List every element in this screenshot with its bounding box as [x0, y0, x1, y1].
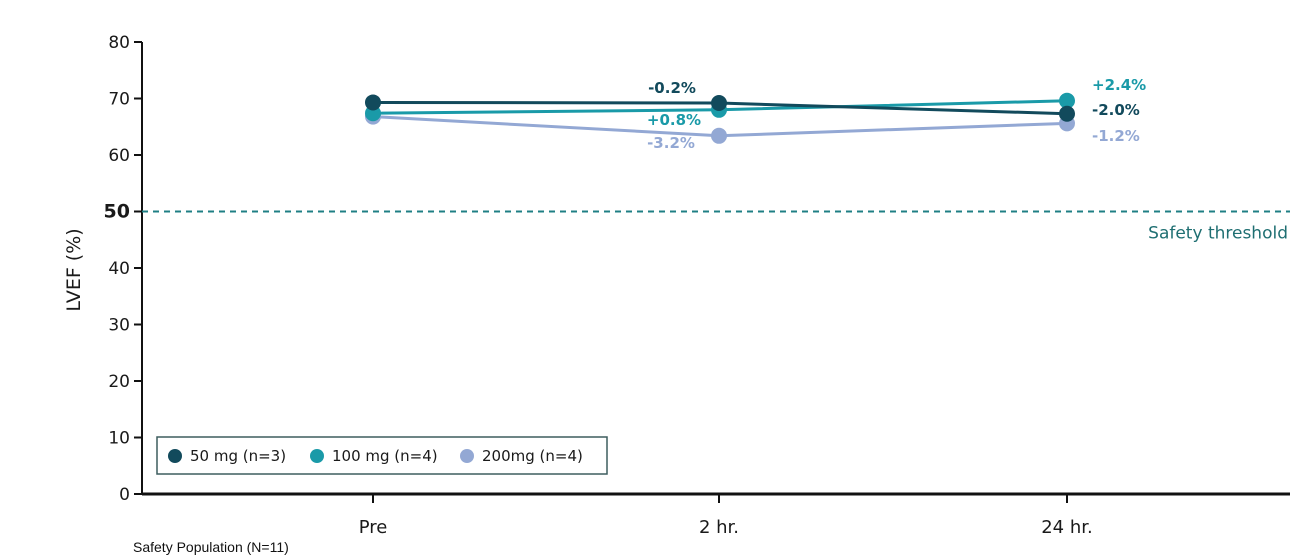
y-axis-label: LVEF (%) — [63, 228, 85, 311]
safety-threshold-label: Safety threshold — [1148, 224, 1288, 244]
legend-label-2: 200mg (n=4) — [482, 447, 583, 465]
y-tick-label: 10 — [108, 429, 130, 449]
y-tick-label: 20 — [108, 372, 130, 392]
y-tick-label: 40 — [108, 259, 130, 279]
legend-label-1: 100 mg (n=4) — [332, 447, 438, 465]
legend-swatch-0 — [168, 449, 182, 463]
legend-swatch-2 — [460, 449, 474, 463]
footnote: Safety Population (N=11) — [133, 539, 289, 555]
annotations-layer: -0.2% -2.0% +0.8% +2.4% -3.2% -1.2% — [647, 76, 1146, 152]
safety-threshold-line: Safety threshold — [142, 210, 1290, 244]
series-layer — [365, 92, 1075, 144]
legend-swatch-1 — [310, 449, 324, 463]
y-tick-label: 60 — [108, 146, 130, 166]
y-tick-label: 70 — [108, 90, 130, 110]
data-label-2-2: -1.2% — [1092, 127, 1140, 145]
data-point-2-1 — [711, 127, 727, 144]
y-tick-label: 80 — [108, 33, 130, 53]
x-tick-label: 24 hr. — [1041, 517, 1093, 538]
legend: 50 mg (n=3) 100 mg (n=4) 200mg (n=4) — [156, 436, 608, 475]
y-tick-label: 50 — [104, 201, 130, 223]
data-label-0-1: -0.2% — [648, 79, 696, 97]
x-tick-label: 2 hr. — [699, 517, 739, 538]
data-point-0-1 — [711, 95, 727, 112]
legend-label-0: 50 mg (n=3) — [190, 447, 286, 465]
legend-box — [156, 436, 608, 475]
data-label-1-2: +2.4% — [1092, 76, 1146, 94]
y-tick-label: 30 — [108, 316, 130, 336]
axes: 0 10 20 30 40 50 60 70 80 Pre 2 hr. 24 hr. LVEF (%) — [63, 33, 1290, 538]
data-label-2-1: -3.2% — [647, 134, 695, 152]
data-point-0-2 — [1059, 105, 1075, 122]
data-point-0-0 — [365, 94, 381, 111]
x-tick-label: Pre — [359, 517, 388, 538]
data-label-0-2: -2.0% — [1092, 101, 1140, 119]
data-point-1-2 — [1059, 92, 1075, 109]
y-tick-label: 0 — [119, 485, 130, 505]
data-label-1-1: +0.8% — [647, 111, 701, 129]
